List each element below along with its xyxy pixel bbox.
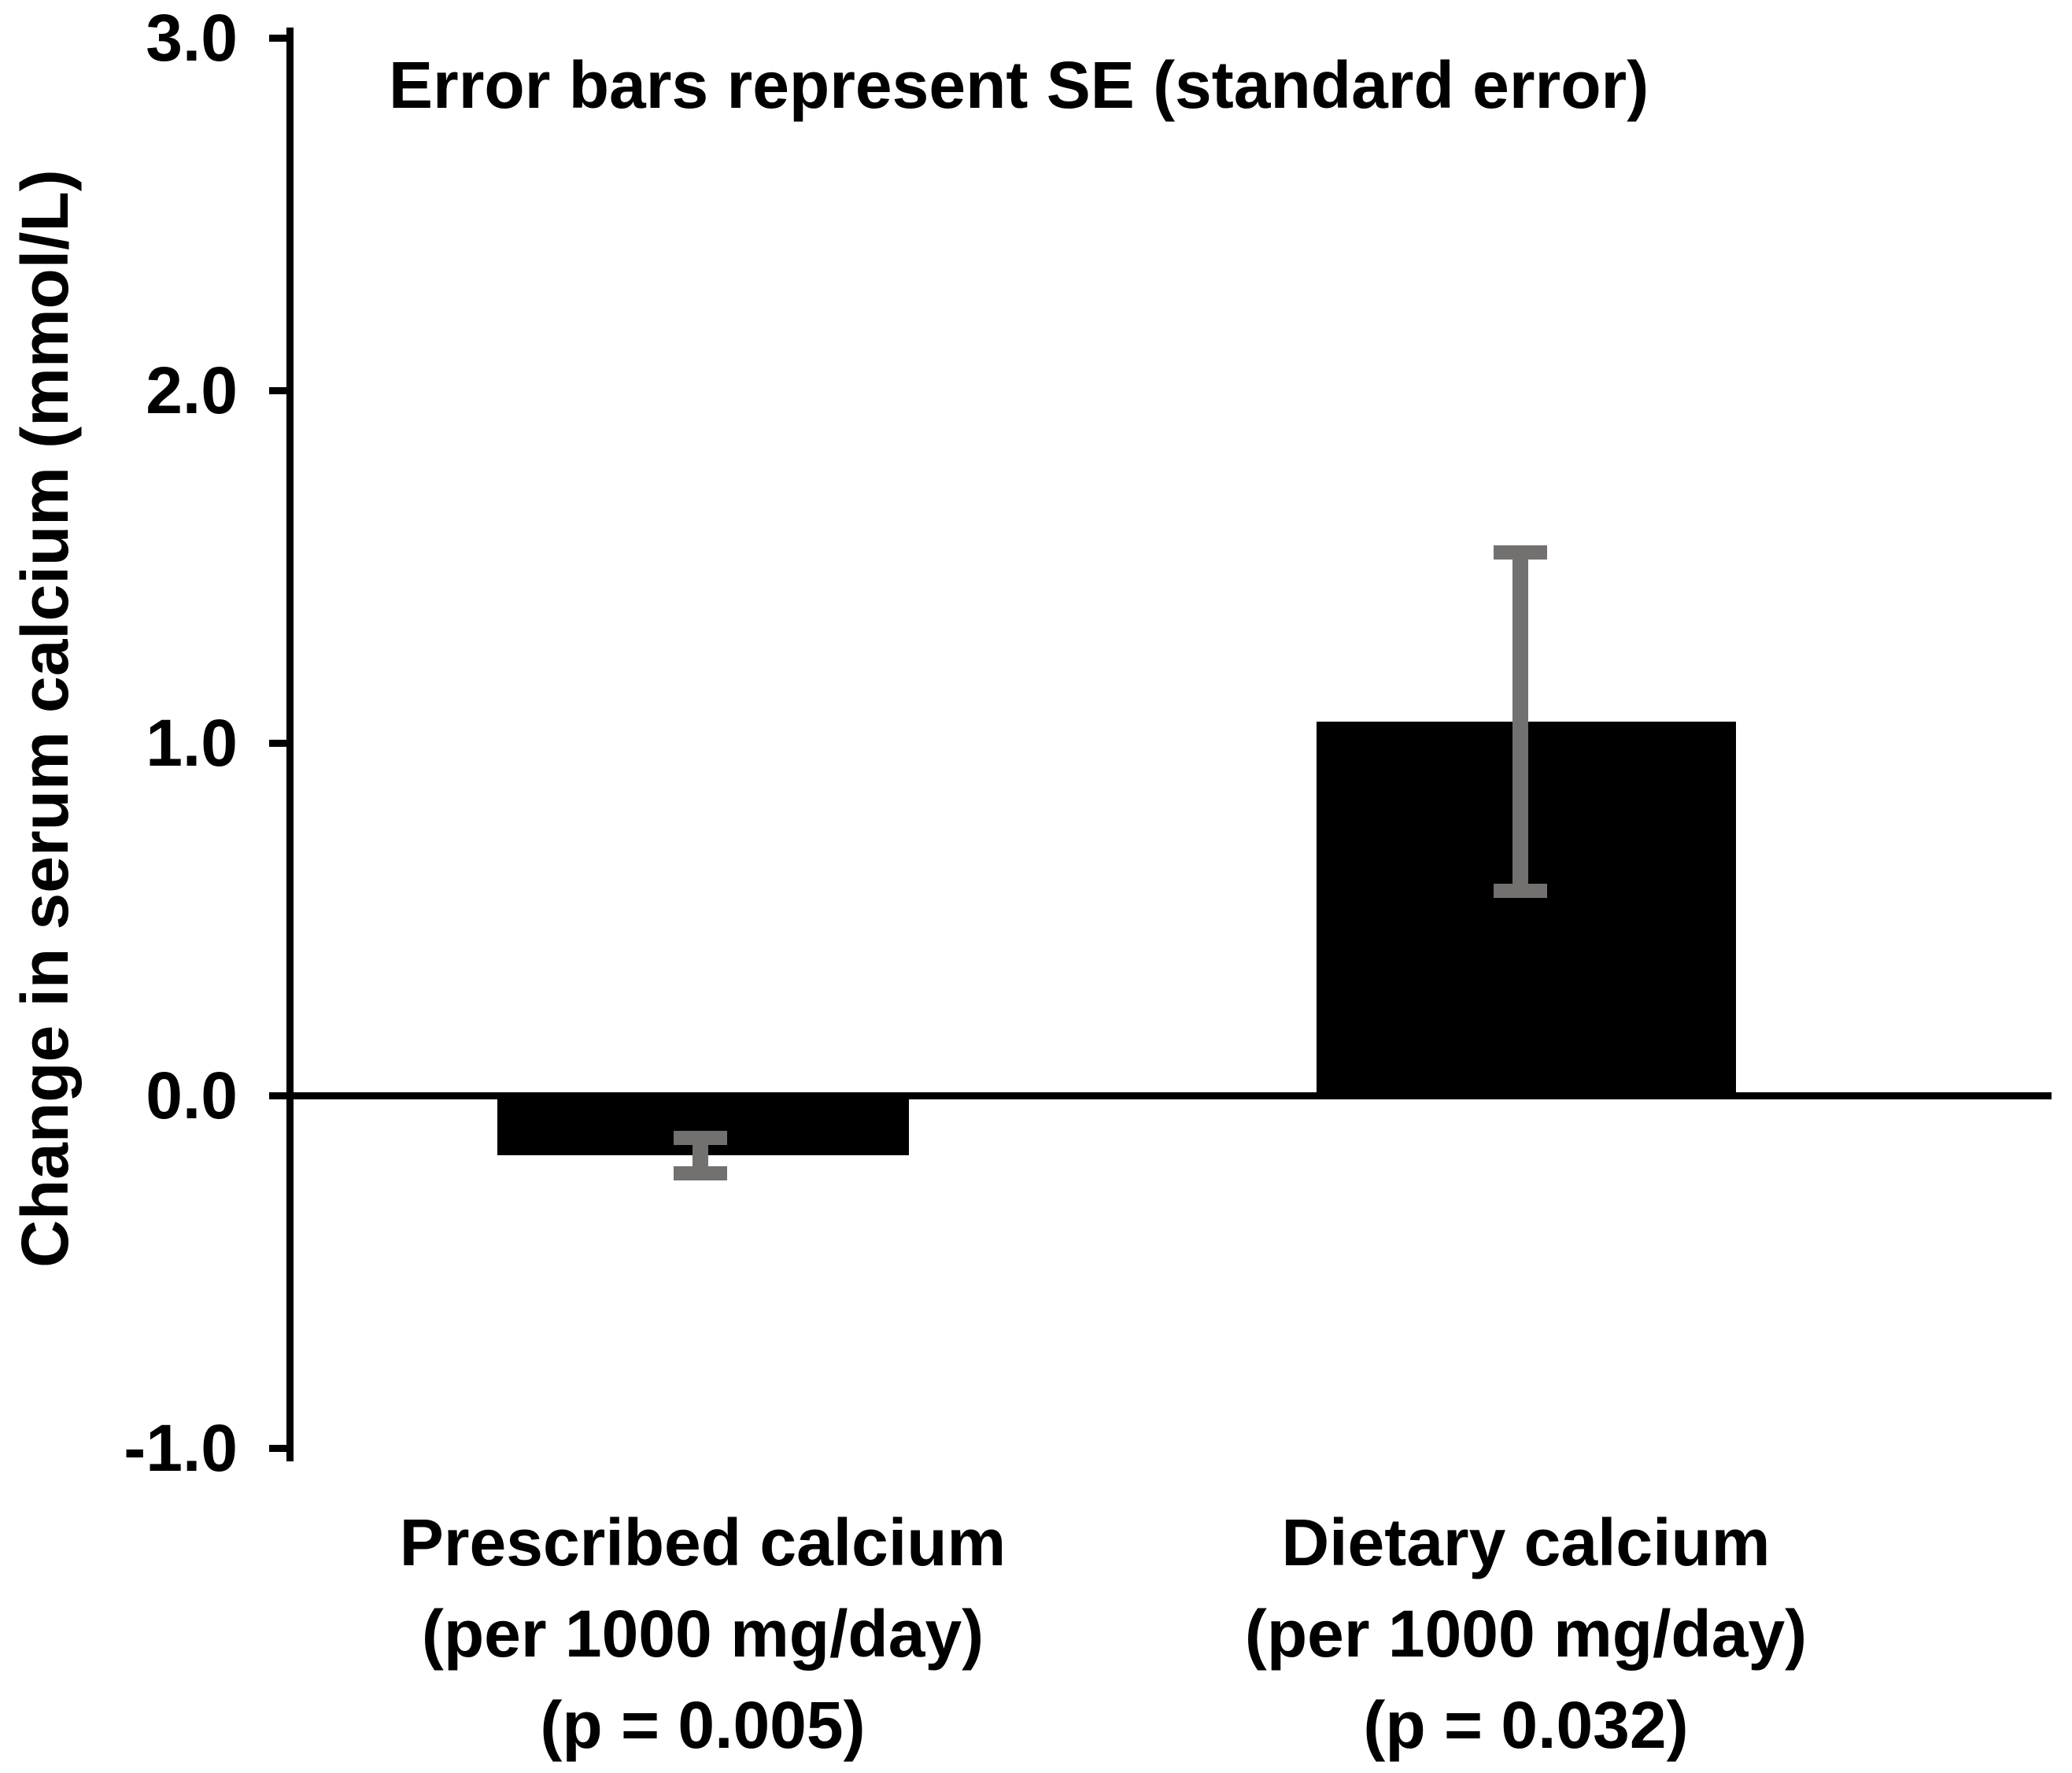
- y-tick-label: 3.0: [146, 1, 238, 75]
- y-tick-mark: [269, 740, 290, 747]
- category-line-3: (p = 0.005): [540, 1688, 866, 1762]
- y-tick-mark: [269, 1445, 290, 1452]
- y-tick-label: 2.0: [146, 353, 238, 427]
- category-line-3: (p = 0.032): [1363, 1688, 1689, 1762]
- y-tick-mark: [269, 1092, 290, 1099]
- category-label-dietary-calcium: Dietary calcium (per 1000 mg/day) (p = 0…: [1093, 1497, 1959, 1771]
- x-axis-line: [290, 1092, 2052, 1099]
- y-tick-label: 1.0: [146, 706, 238, 780]
- error-bar-stem: [1512, 552, 1528, 891]
- y-tick-mark: [269, 35, 290, 42]
- y-axis-line: [286, 28, 294, 1461]
- error-bar-cap-bottom: [1494, 884, 1547, 898]
- annotation-note: Error bars represent SE (standard error): [389, 48, 1649, 122]
- error-bar-cap-bottom: [674, 1166, 727, 1180]
- y-tick-mark: [269, 387, 290, 394]
- category-line-1: Dietary calcium: [1281, 1505, 1771, 1579]
- error-bar-cap-top: [1494, 545, 1547, 560]
- category-line-2: (per 1000 mg/day): [1244, 1597, 1808, 1671]
- error-bar-stem: [693, 1138, 708, 1173]
- category-line-1: Prescribed calcium: [399, 1505, 1006, 1579]
- error-bar-cap-top: [674, 1131, 727, 1145]
- category-label-prescribed-calcium: Prescribed calcium (per 1000 mg/day) (p …: [270, 1497, 1136, 1771]
- y-tick-label: 0.0: [146, 1058, 238, 1132]
- y-tick-label: -1.0: [124, 1411, 238, 1485]
- category-line-2: (per 1000 mg/day): [421, 1597, 984, 1671]
